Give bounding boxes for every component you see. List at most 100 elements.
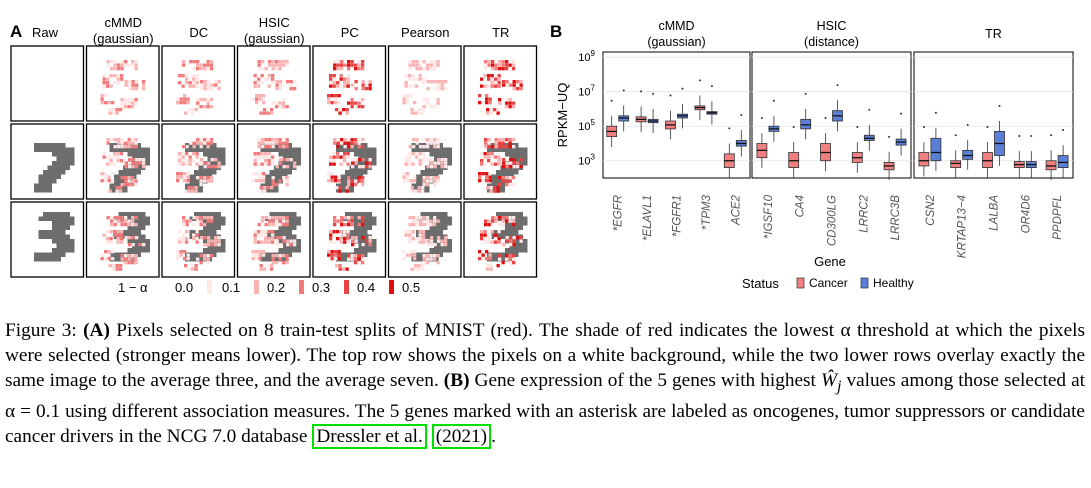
selected-pixel [257,141,261,145]
gene-tick-label: *FGFR1 [672,195,684,237]
digit-pixel [65,221,70,226]
digit-pixel [109,147,114,152]
digit-pixel [354,143,359,148]
selected-pixel [253,230,257,234]
digit-pixel [447,243,452,248]
selected-pixel [519,83,523,87]
selected-pixel [253,162,257,166]
selected-pixel [429,141,433,145]
digit-pixel [43,183,48,188]
digit-pixel [56,152,61,157]
selected-pixel [109,240,113,244]
selected-pixel [336,60,340,64]
selected-pixel [192,81,196,85]
digit-pixel [61,216,66,221]
selected-pixel [128,87,132,91]
selected-pixel [120,105,124,109]
selected-pixel [124,257,128,261]
legend-swatch [389,280,394,294]
digit-pixel [136,143,141,148]
digit-pixel [43,143,48,148]
selected-pixel [116,159,120,163]
selected-pixel [330,172,334,176]
digit-pixel [65,225,70,230]
digit-pixel [287,230,292,235]
digit-pixel [47,188,52,193]
selected-pixel [505,179,509,183]
citation-year-link[interactable]: (2021) [431,423,492,449]
selected-pixel [253,81,257,85]
digit-pixel [443,221,448,226]
box-cancer [788,152,800,169]
digit-pixel [47,257,52,262]
digit-pixel [70,156,75,161]
selected-pixel [258,172,262,176]
citation-author-link[interactable]: Dressler et al. [312,423,427,449]
legend-healthy-swatch [860,277,869,289]
digit-pixel [189,252,194,257]
selected-pixel [275,67,279,71]
digit-pixel [340,252,345,257]
digit-pixel [194,183,199,188]
selected-pixel [440,83,444,87]
selected-pixel [116,81,120,85]
selected-pixel [113,216,117,220]
digit-pixel [278,147,283,152]
digit-pixel [372,147,377,152]
digit-pixel [278,212,283,217]
digit-pixel [443,225,448,230]
selected-pixel [496,111,500,115]
selected-pixel [192,233,196,237]
selected-pixel [426,216,430,220]
selected-pixel [106,84,110,88]
digit-pixel [189,183,194,188]
digit-pixel [523,152,528,157]
selected-pixel [426,165,430,169]
digit-pixel [61,156,66,161]
digit-pixel [132,239,137,244]
digit-pixel [61,230,66,235]
selected-pixel [436,63,440,67]
selected-pixel [210,243,214,247]
digit-pixel [269,212,274,217]
digit-pixel [514,152,519,157]
selected-pixel [422,81,426,85]
selected-pixel [418,233,422,237]
selected-pixel [422,98,426,102]
selected-pixel [285,60,289,64]
digit-pixel [447,239,452,244]
digit-pixel [38,188,43,193]
selected-pixel [267,162,271,166]
selected-pixel [266,264,270,268]
selected-pixel [484,138,488,142]
selected-pixel [135,158,139,162]
digit-pixel [523,239,528,244]
selected-pixel [109,155,113,159]
figure-caption: Figure 3: (A) Pixels selected on 8 train… [5,318,1085,449]
selected-pixel [138,158,142,162]
digit-pixel [123,188,128,193]
selected-pixel [104,94,108,98]
selected-pixel [502,165,506,169]
selected-pixel [179,175,183,179]
selected-pixel [106,141,110,145]
selected-pixel [127,63,131,67]
selected-pixel [263,186,267,190]
selected-pixel [508,257,512,261]
digit-pixel [416,183,421,188]
digit-pixel [43,257,48,262]
selected-pixel [346,230,350,234]
selected-pixel [512,219,516,223]
digit-pixel [123,212,128,217]
selected-pixel [332,155,336,159]
digit-pixel [438,152,443,157]
selected-pixel [347,60,351,64]
selected-pixel [411,152,415,156]
digit-pixel [425,147,430,152]
selected-pixel [508,141,512,145]
selected-pixel [196,176,200,180]
selected-pixel [210,239,214,243]
selected-pixel [408,145,412,149]
selected-pixel [192,74,196,78]
digit-pixel [523,243,528,248]
